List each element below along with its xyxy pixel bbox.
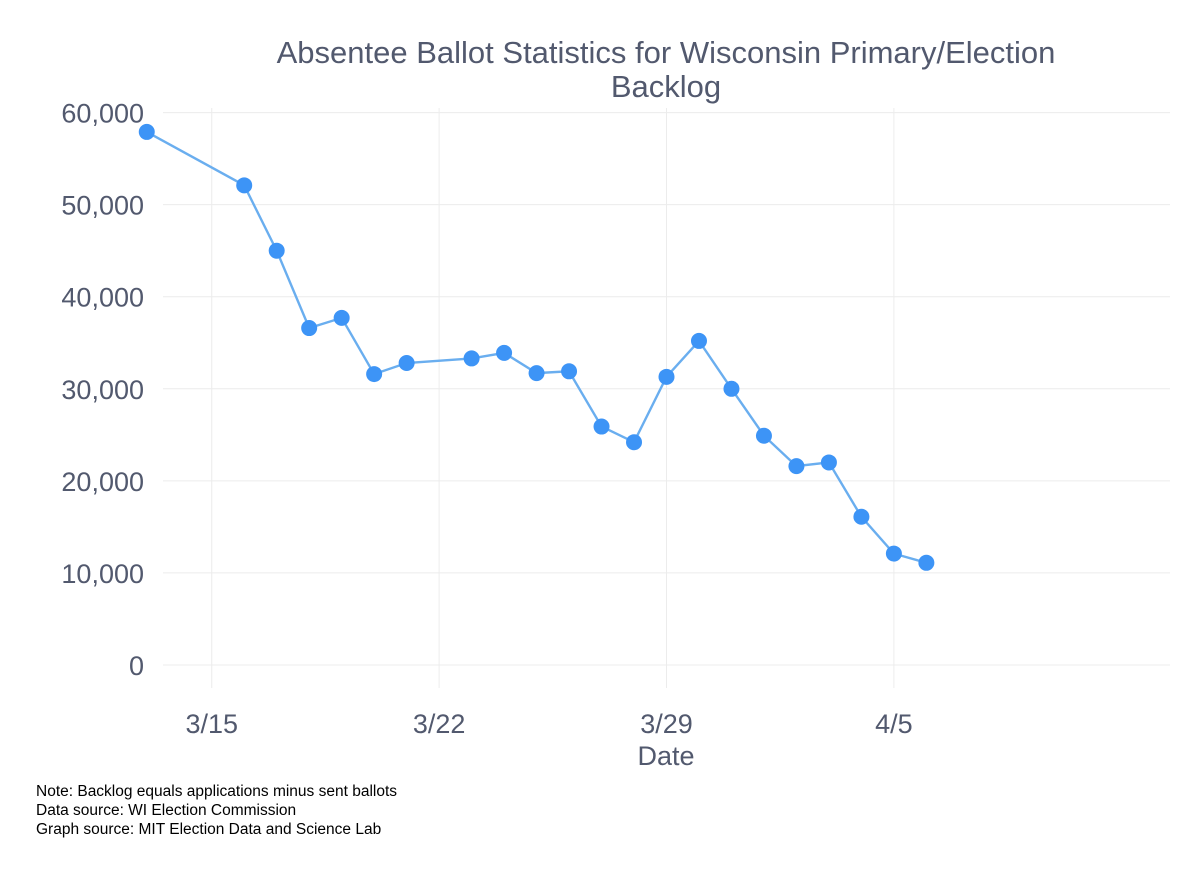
y-tick-label: 0 [129,651,144,681]
note-graph-source: Graph source: MIT Election Data and Scie… [36,821,382,838]
data-point: 4/3: 22000 [820,454,837,471]
series-backlog: 3/13: 57900 3/16: 52100 3/17: 45000 3/18: 3… [138,123,935,571]
data-point: 3/24: 33900 [496,344,513,361]
series-line [146,130,927,564]
data-point: 3/16: 52100 [236,177,253,194]
data-point: 3/21: 32800 [398,355,415,372]
data-point: 4/6: 11100 [918,554,935,571]
y-tick-label: 20,000 [61,467,144,497]
data-point: 3/18: 36600 [301,320,318,337]
data-point: 3/31: 30000 [723,380,740,397]
y-tick-label: 60,000 [61,99,144,129]
chart-notes: Note: Backlog equals applications minus … [36,782,397,839]
note-data-source: Data source: WI Election Commission [36,802,297,819]
x-tick-label: 3/22 [413,709,466,739]
y-axis-ticks: 0 10,000 20,000 30,000 40,000 50,000 60,000 [61,99,144,681]
data-point: 3/17: 45000 [268,242,285,259]
x-tick-label: 4/5 [875,709,913,739]
data-point: 3/19: 37700 [333,309,350,326]
data-point: 3/27: 25900 [593,418,610,435]
x-axis-ticks: 3/15 3/22 3/29 4/5 [185,709,912,739]
gridlines [163,108,1170,688]
x-tick-label: 3/29 [640,709,693,739]
y-tick-label: 30,000 [61,375,144,405]
data-point: 3/28: 24200 [626,434,643,451]
data-point: 3/29: 31300 [658,368,675,385]
x-tick-label: 3/15 [185,709,238,739]
data-point: 4/1: 24900 [755,427,772,444]
data-point: 4/5: 12100 [885,545,902,562]
data-point: 3/30: 35200 [690,332,707,349]
data-point: 3/20: 31600 [366,366,383,383]
y-tick-label: 10,000 [61,559,144,589]
data-point: 3/23: 33300 [463,350,480,367]
data-point: 3/13: 57900 [138,123,155,140]
chart-title-line-2: Backlog [611,69,721,104]
y-tick-label: 50,000 [61,191,144,221]
data-point: 3/26: 31900 [561,363,578,380]
note-backlog-definition: Note: Backlog equals applications minus … [36,783,398,800]
x-axis-label: Date [637,741,694,771]
data-point: 3/25: 31700 [528,365,545,382]
data-point: 4/4: 16100 [853,508,870,525]
data-point: 4/2: 21600 [788,458,805,475]
y-tick-label: 40,000 [61,283,144,313]
chart-title-line-1: Absentee Ballot Statistics for Wisconsin… [277,35,1056,70]
